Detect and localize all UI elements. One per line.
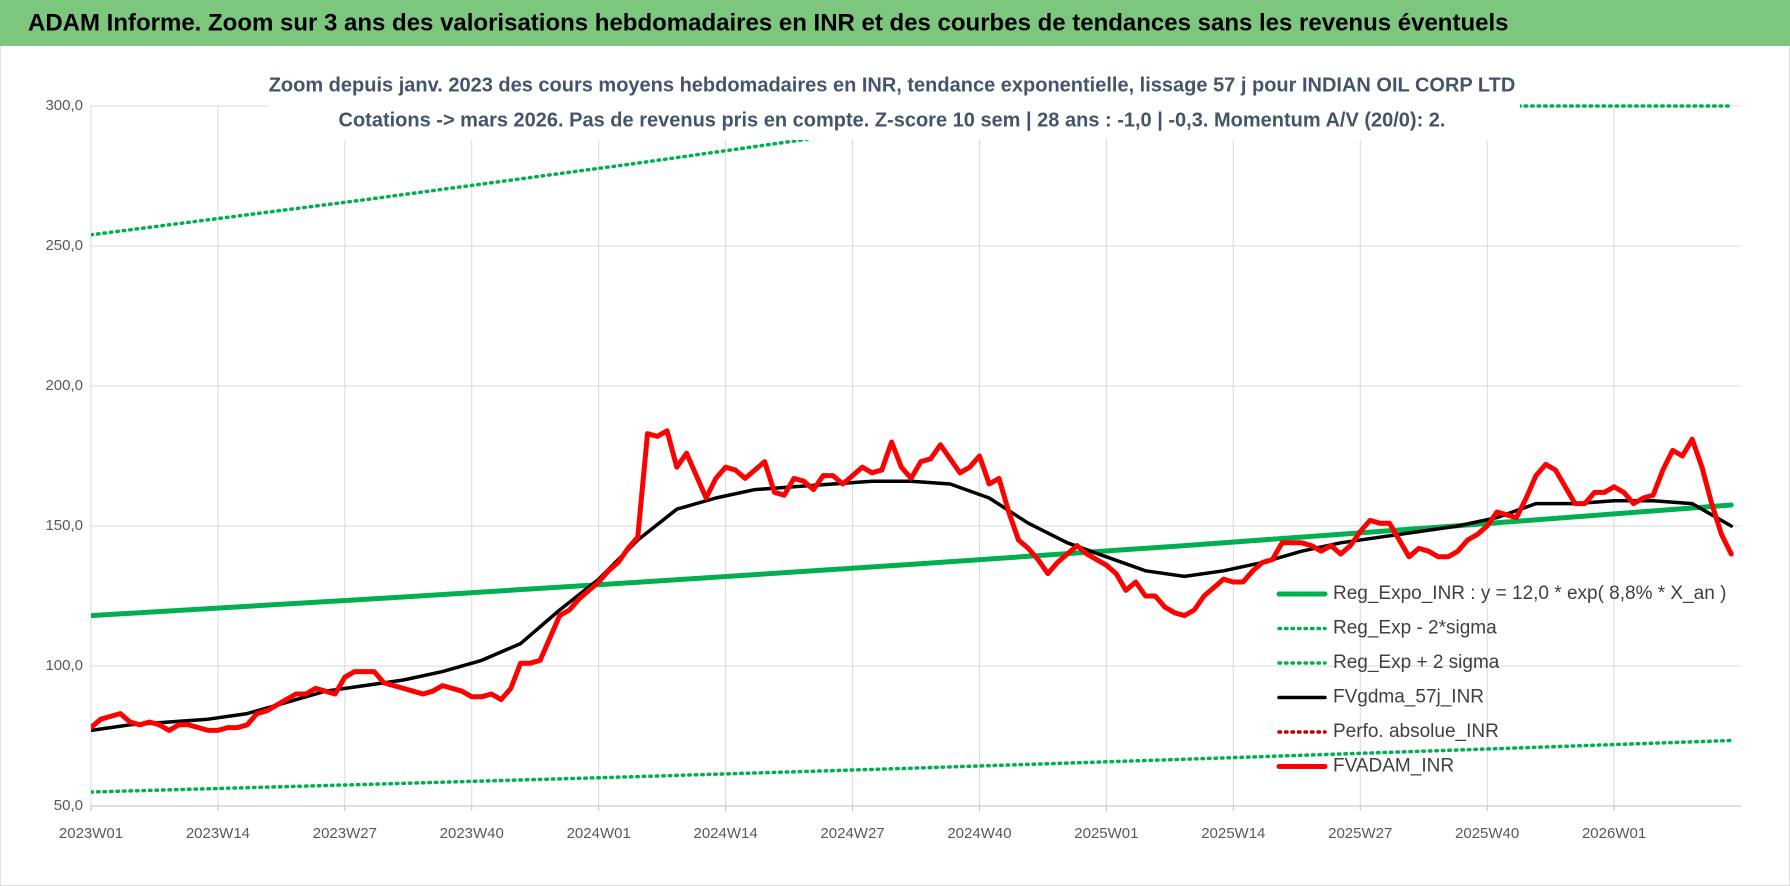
- subtitle: Zoom depuis janv. 2023 des cours moyens …: [269, 74, 1516, 96]
- x-tick-label: 2025W14: [1201, 825, 1265, 842]
- x-tick-label: 2023W27: [313, 825, 377, 842]
- x-tick-label: 2025W01: [1074, 825, 1138, 842]
- x-tick-label: 2024W27: [820, 825, 884, 842]
- x-tick-label: 2024W40: [947, 825, 1011, 842]
- x-tick-label: 2023W40: [440, 825, 504, 842]
- y-tick-label: 300,0: [45, 97, 83, 114]
- x-tick-label: 2024W14: [694, 825, 758, 842]
- grid: 50,0 100,0 150,0 200,0 250,0 300,0 2023W01 2023…: [45, 97, 1741, 842]
- legend-label: Reg_Exp - 2*sigma: [1333, 618, 1497, 639]
- y-tick-label: 50,0: [54, 797, 83, 814]
- x-tick-label: 2024W01: [567, 825, 631, 842]
- y-tick-label: 100,0: [45, 657, 83, 674]
- y-tick-label: 200,0: [45, 377, 83, 394]
- subtitle-box: [268, 70, 1520, 140]
- subtitle: Cotations -> mars 2026. Pas de revenus p…: [339, 109, 1446, 131]
- series-line: [91, 428, 1734, 733]
- x-tick-label: 2025W27: [1328, 825, 1392, 842]
- legend: Reg_Expo_INR : y = 12,0 * exp( 8,8% * X_…: [1276, 583, 1726, 777]
- y-tick-label: 150,0: [45, 517, 83, 534]
- y-tick-label: 250,0: [45, 237, 83, 254]
- legend-label: Reg_Exp + 2 sigma: [1333, 652, 1500, 673]
- x-tick-label: 2023W01: [59, 825, 123, 842]
- x-tick-label: 2025W40: [1455, 825, 1519, 842]
- header: [0, 0, 1790, 46]
- series-line: [91, 738, 1733, 794]
- legend-label: Reg_Expo_INR : y = 12,0 * exp( 8,8% * X_…: [1333, 583, 1726, 604]
- series-line: [91, 479, 1733, 733]
- x-tick-label: 2026W01: [1582, 825, 1646, 842]
- legend-label: FVgdma_57j_INR: [1333, 687, 1484, 708]
- page-title: ADAM Informe. Zoom sur 3 ans des valoris…: [28, 9, 1508, 36]
- legend-label: FVADAM_INR: [1333, 756, 1454, 777]
- x-tick-label: 2023W14: [186, 825, 250, 842]
- legend-label: Perfo. absolue_INR: [1333, 721, 1499, 742]
